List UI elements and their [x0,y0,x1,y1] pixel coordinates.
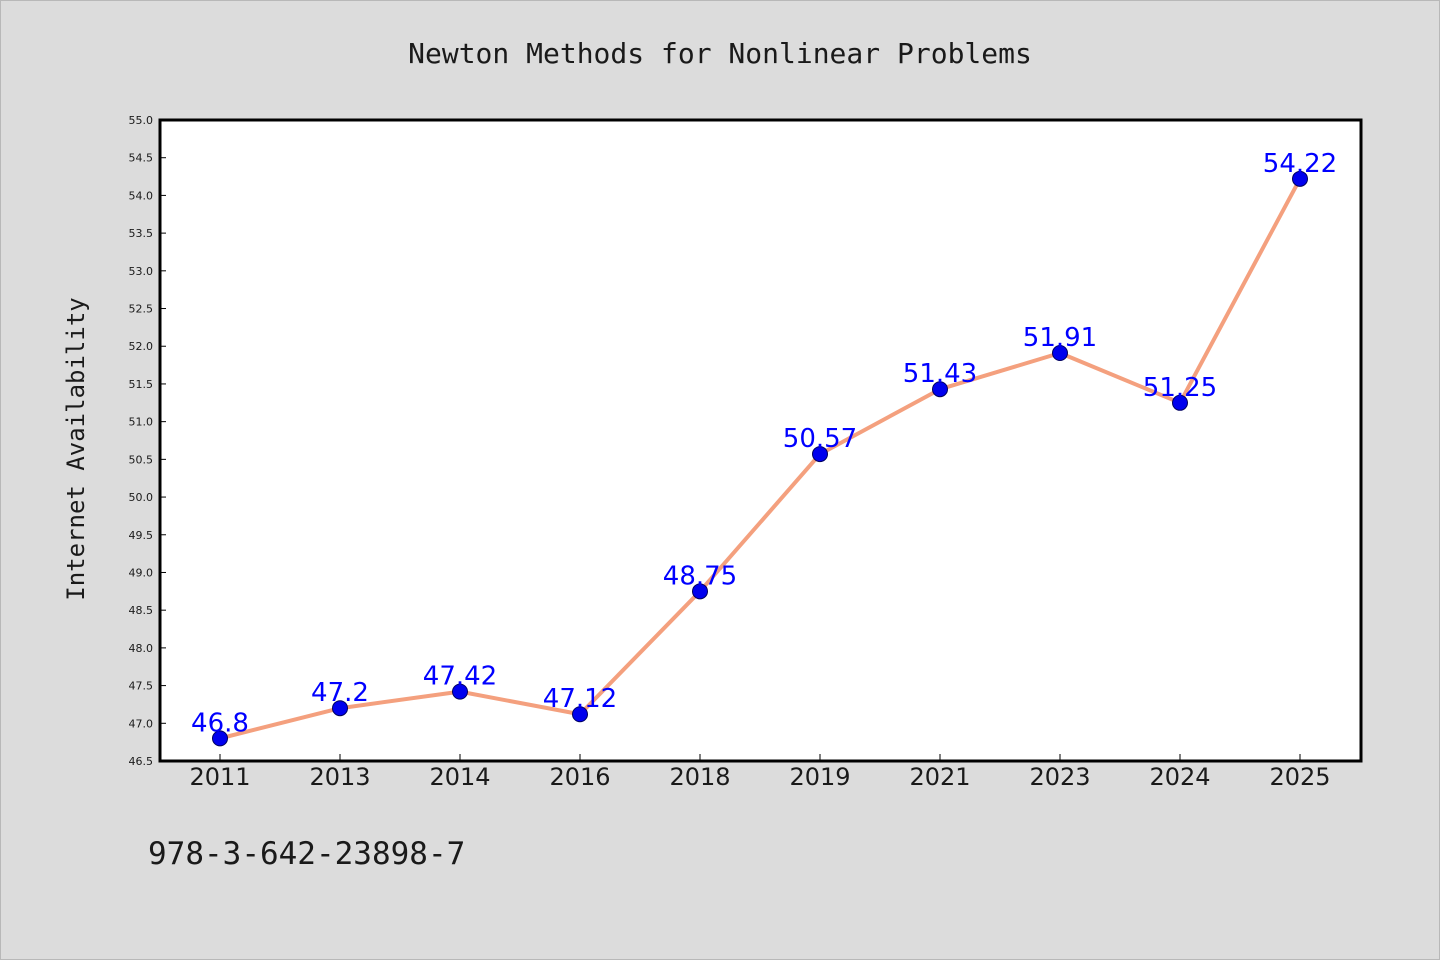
isbn-text: 978-3-642-23898-7 [148,836,465,872]
y-tick-label: 48.5 [129,604,154,617]
y-tick-label: 46.5 [129,755,154,768]
y-tick-label: 55.0 [129,114,154,127]
y-tick-label: 49.0 [129,566,154,579]
data-label: 50.57 [783,424,857,454]
plot-area [160,120,1361,761]
data-point [812,446,828,463]
data-point [932,381,948,398]
series-line [219,177,1302,741]
y-tick-label: 51.5 [129,378,154,391]
y-tick-label: 50.0 [129,491,154,504]
x-tick-label: 2011 [189,763,250,791]
data-labels: 46.8 47.2 47.42 47.12 48.75 50.57 51.43 51.91 51… [191,149,1337,739]
y-tick-label: 53.0 [129,265,154,278]
data-label: 46.8 [191,708,249,738]
data-label: 47.2 [311,678,369,708]
y-tick-label: 50.5 [129,453,154,466]
y-tick-label: 53.5 [129,227,154,240]
y-tick-label: 52.5 [129,303,154,316]
x-tick-label: 2023 [1029,763,1090,791]
data-label: 54.22 [1263,149,1337,179]
x-tick-label: 2013 [309,763,370,791]
x-tick-label: 2021 [909,763,970,791]
x-tick-label: 2024 [1149,763,1210,791]
plot-frame [158,118,1363,763]
x-tick-label: 2025 [1269,763,1330,791]
data-point [332,700,348,717]
y-tick-label: 54.5 [129,152,154,165]
data-label: 47.42 [423,662,497,692]
y-tick-label: 51.0 [129,416,154,429]
data-point [1172,394,1188,411]
x-tick-label: 2014 [429,763,490,791]
data-markers [212,170,1308,747]
data-label: 51.91 [1023,323,1097,353]
data-point [212,730,228,747]
x-tick-label: 2018 [669,763,730,791]
y-tick-label: 54.0 [129,189,154,202]
y-axis-label: Internet Availability [62,297,90,600]
data-label: 47.12 [543,684,617,714]
x-axis-ticks: 2011 2013 2014 2016 2018 2019 2021 2023 2024 2025 [189,754,1331,791]
data-point [692,583,708,600]
y-tick-label: 52.0 [129,340,154,353]
data-point [572,706,588,723]
y-tick-label: 49.5 [129,529,154,542]
x-tick-label: 2019 [789,763,850,791]
data-label: 51.25 [1143,373,1217,403]
y-tick-label: 47.5 [129,680,154,693]
data-point [452,683,468,700]
x-tick-label: 2016 [549,763,610,791]
y-tick-label: 47.0 [129,717,154,730]
y-tick-label: 48.0 [129,642,154,655]
data-label: 51.43 [903,359,977,389]
chart-title: Newton Methods for Nonlinear Problems [408,37,1032,70]
data-point [1292,170,1308,187]
data-point [1052,345,1068,362]
data-label: 48.75 [663,561,737,591]
